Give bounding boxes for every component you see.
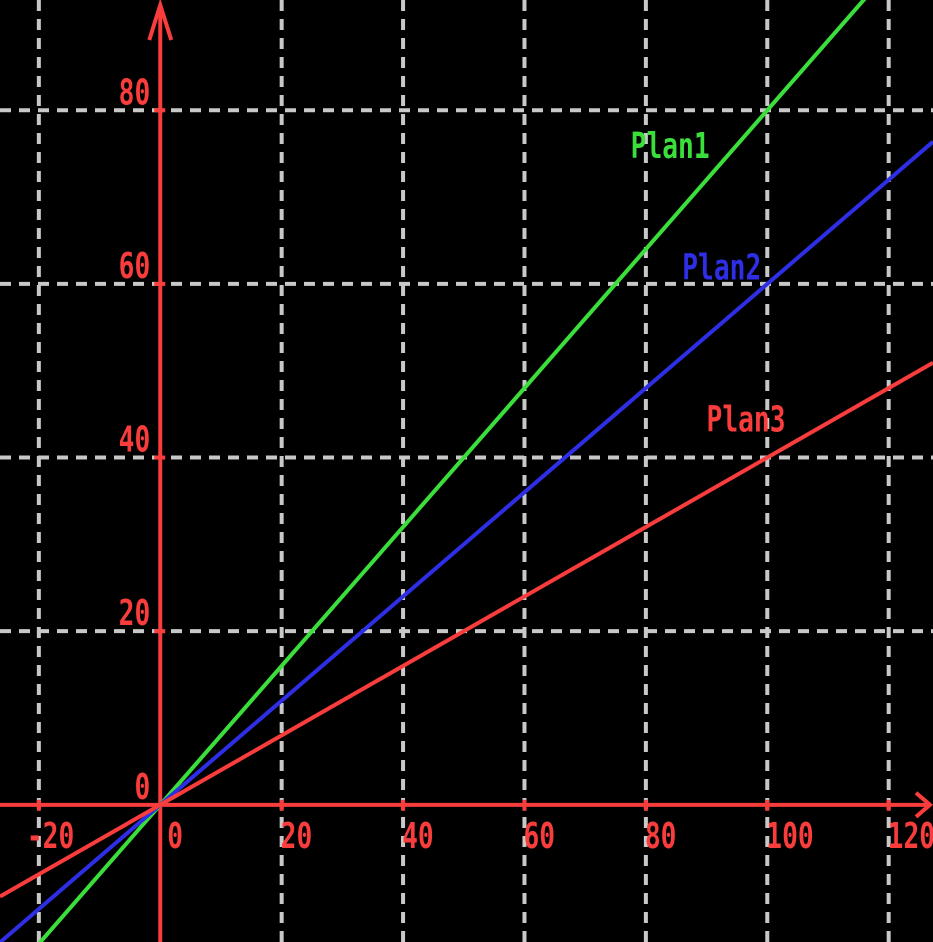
y-tick-label-80: 80 (119, 72, 151, 113)
plan3-line (0, 360, 933, 899)
y-tick-label-60: 60 (119, 246, 151, 287)
plan2-label: Plan2 (682, 248, 761, 289)
y-tick-label-20: 20 (119, 593, 151, 634)
y-axis-arrow-icon (147, 0, 174, 41)
x-tick-label-60: 60 (523, 816, 555, 857)
x-tick-label-20: 20 (281, 816, 313, 857)
x-tick-label-100: 100 (766, 816, 813, 857)
plan1-label: Plan1 (631, 126, 710, 167)
x-axis-arrow-icon (914, 791, 933, 819)
y-tick-label-0: 0 (134, 767, 150, 808)
x-tick-label-120: 120 (888, 816, 933, 857)
x-tick-label-0: 0 (167, 816, 183, 857)
y-tick-label-40: 40 (119, 420, 151, 461)
x-tick-label-40: 40 (402, 816, 434, 857)
plan3-label: Plan3 (707, 399, 786, 440)
x-tick-label--20: -20 (27, 816, 74, 857)
x-tick-label-80: 80 (645, 816, 677, 857)
